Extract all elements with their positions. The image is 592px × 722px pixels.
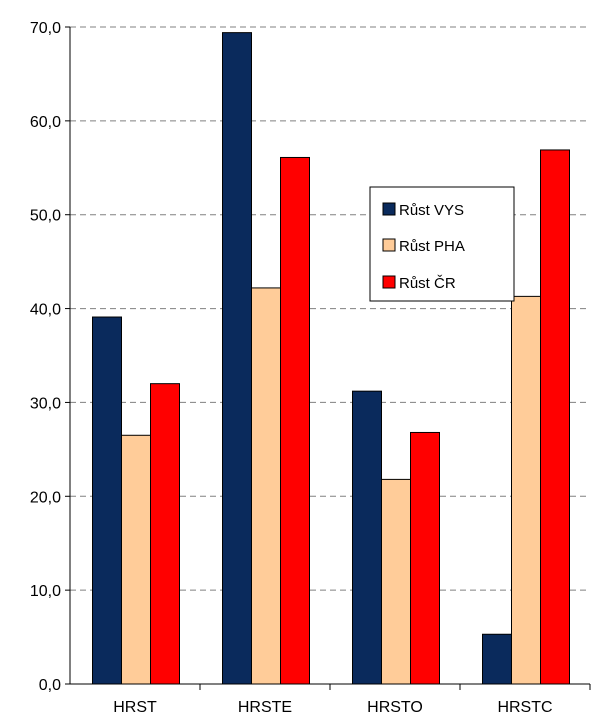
bar xyxy=(280,156,310,685)
x-category-label: HRST xyxy=(113,699,157,716)
x-category-label: HRSTO xyxy=(367,699,423,716)
bar xyxy=(150,383,180,685)
legend-item-rust-vys: Růst VYS xyxy=(382,202,464,219)
y-tick-label: 20,0 xyxy=(30,489,61,506)
legend-swatch-rust-vys xyxy=(382,202,396,216)
y-tick-label: 70,0 xyxy=(30,20,61,37)
legend-swatch-rust-pha xyxy=(382,238,396,252)
y-tick-label: 50,0 xyxy=(30,208,61,225)
bar xyxy=(352,390,382,685)
bar xyxy=(482,633,512,685)
legend-item-rust-cr: Růst ČR xyxy=(382,275,456,292)
legend-item-rust-pha: Růst PHA xyxy=(382,238,465,255)
y-tick-label: 0,0 xyxy=(39,677,61,694)
y-tick-label: 60,0 xyxy=(30,114,61,131)
x-axis-ticks: HRST HRSTE HRSTO HRSTC xyxy=(113,684,591,716)
x-category-label: HRSTE xyxy=(238,699,292,716)
x-category-label: HRSTC xyxy=(497,699,552,716)
bar xyxy=(222,32,252,685)
bar xyxy=(121,434,151,685)
bar xyxy=(410,431,440,685)
bar xyxy=(511,295,541,685)
y-axis-ticks: 0,0 10,0 20,0 30,0 40,0 50,0 60,0 70,0 xyxy=(30,20,70,694)
y-tick-label: 40,0 xyxy=(30,302,61,319)
bar xyxy=(540,149,570,685)
legend-label-rust-cr: Růst ČR xyxy=(399,275,456,292)
y-tick-label: 10,0 xyxy=(30,583,61,600)
bar xyxy=(381,478,411,685)
bars xyxy=(92,32,570,685)
bar xyxy=(92,316,122,685)
y-tick-label: 30,0 xyxy=(30,395,61,412)
legend-swatch-rust-cr xyxy=(382,275,396,289)
legend-label-rust-pha: Růst PHA xyxy=(399,238,465,255)
bar xyxy=(251,287,281,685)
legend: Růst VYS Růst PHA Růst ČR xyxy=(369,186,515,302)
legend-label-rust-vys: Růst VYS xyxy=(399,202,464,219)
